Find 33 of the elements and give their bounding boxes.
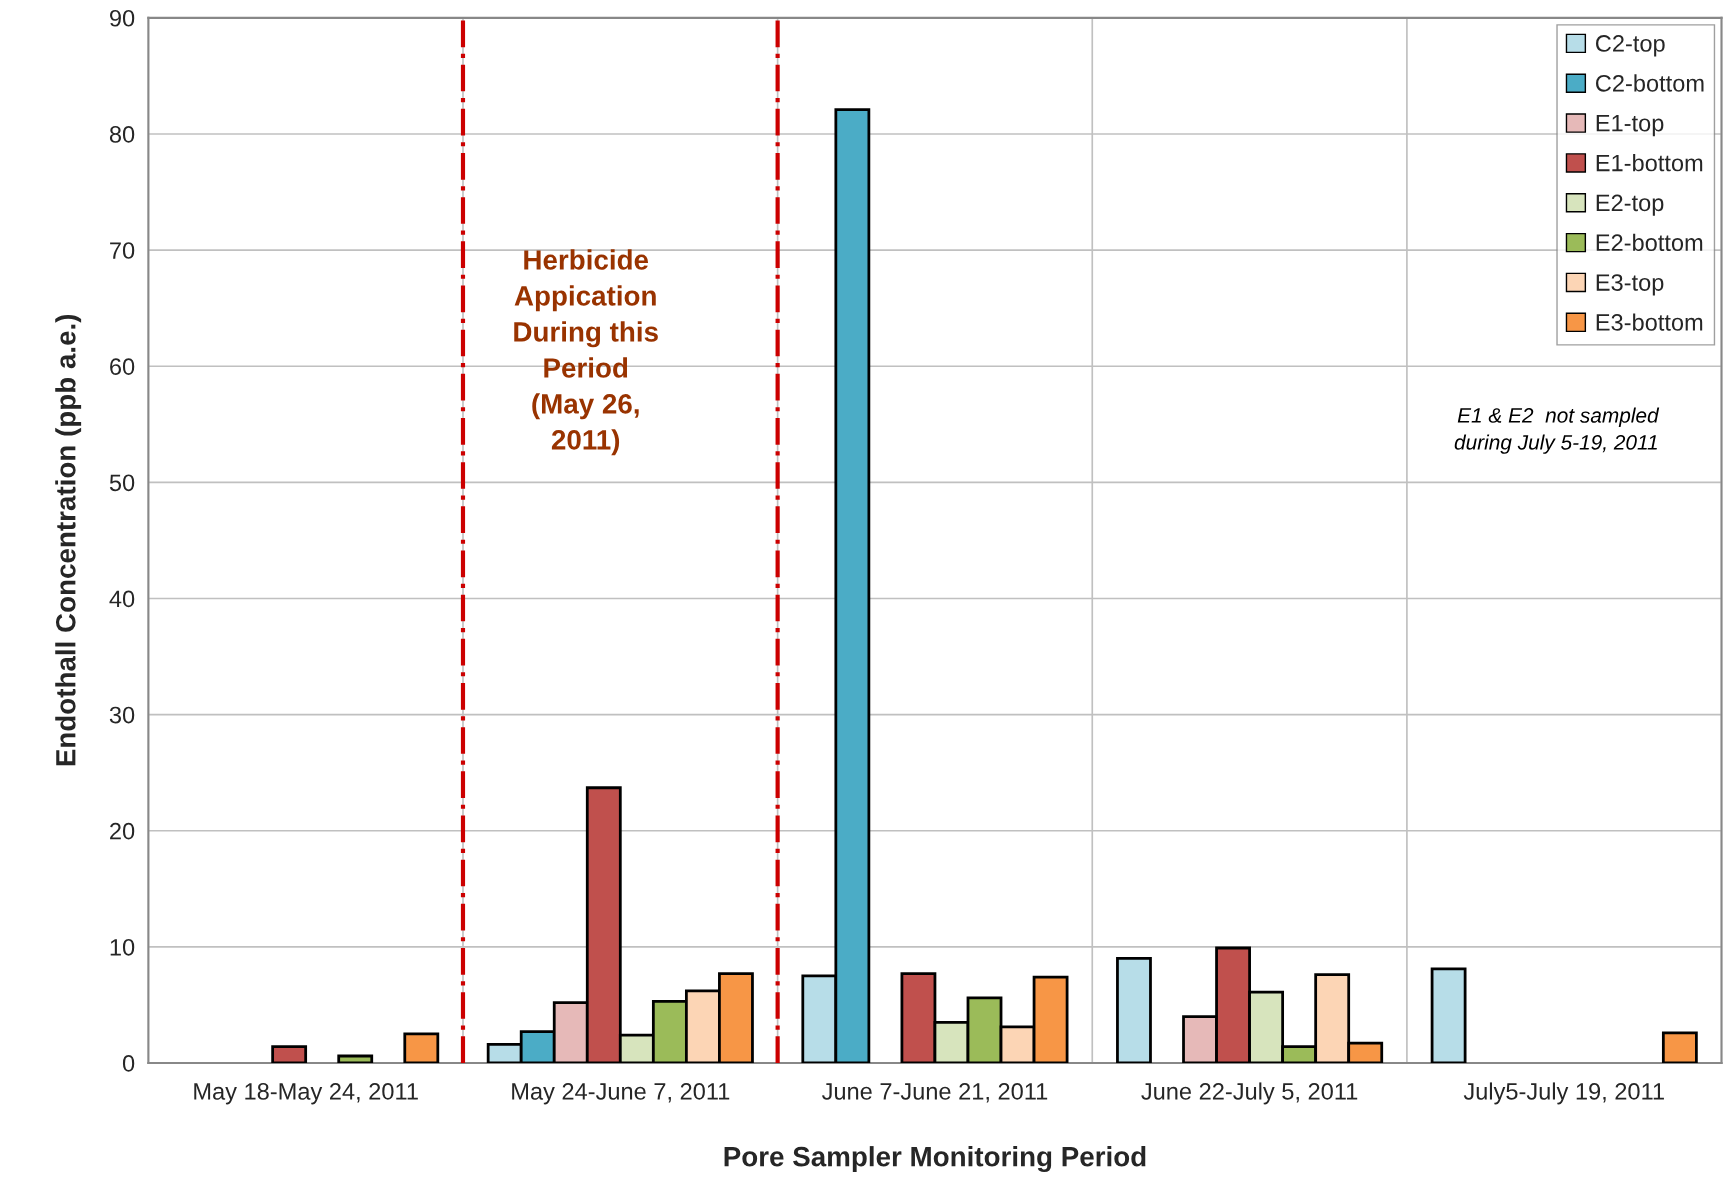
bar: [403, 1032, 440, 1063]
legend-label: E2-bottom: [1596, 233, 1703, 252]
legend-label: E3-top: [1596, 274, 1664, 296]
y-tick-label: 60: [110, 358, 135, 375]
bar: [1430, 967, 1467, 1063]
y-tick-label: 30: [109, 706, 135, 724]
annotation: Herbicide Appication During this Period (May 26, 2011): [514, 249, 658, 456]
bar: [271, 1045, 308, 1063]
y-tick-label: 40: [109, 590, 135, 608]
y-tick-label: 70: [110, 242, 135, 259]
legend-label: C2-top: [1596, 35, 1665, 57]
x-tick-label: July5-July 19, 2011: [1463, 1082, 1664, 1105]
legend-label: E2-top: [1596, 194, 1664, 216]
legend-label: C2-bottom: [1596, 74, 1704, 92]
x-tick-label: May 18-May 24, 2011: [194, 1083, 418, 1105]
x-tick-label: June 22-July 5, 2011: [1141, 1082, 1358, 1105]
y-tick-label: 10: [110, 938, 135, 956]
bar: [1661, 1031, 1698, 1063]
legend-label: E3-bottom: [1596, 313, 1703, 331]
y-tick-label: 90: [110, 9, 135, 27]
y-tick-label: 50: [109, 474, 135, 492]
y-tick-label: 0: [122, 1055, 135, 1072]
y-tick-label: 80: [109, 126, 135, 143]
bar: [337, 1054, 374, 1063]
y-axis-title: Endothall Concentration (ppb a.e.): [55, 314, 82, 766]
x-axis-title: Pore Sampler Monitoring Period: [724, 1146, 1146, 1173]
x-tick-label: June 7-June 21, 2011: [821, 1083, 1048, 1103]
legend-label: E1-top: [1596, 115, 1664, 137]
annotation: E1 & E2 not sampled during July 5-19, 2011: [1454, 407, 1660, 454]
legend-label: E1-bottom: [1596, 154, 1703, 172]
x-tick-label: May 24-June 7, 2011: [512, 1083, 730, 1105]
y-tick-label: 20: [110, 822, 135, 840]
bar: [1116, 957, 1152, 1063]
